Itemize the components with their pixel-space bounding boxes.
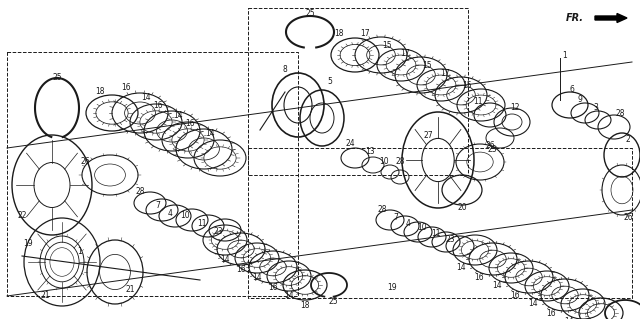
- Text: 14: 14: [173, 112, 183, 121]
- Text: 28: 28: [615, 108, 625, 117]
- Text: 3: 3: [593, 102, 598, 112]
- Text: FR.: FR.: [566, 13, 584, 23]
- Text: 27: 27: [423, 131, 433, 140]
- Text: 15: 15: [462, 80, 472, 90]
- Text: 24: 24: [345, 139, 355, 149]
- Text: 25: 25: [52, 72, 62, 81]
- Text: 13: 13: [365, 147, 375, 157]
- Text: 7: 7: [156, 201, 161, 210]
- Text: 14: 14: [205, 130, 215, 138]
- Text: 16: 16: [185, 118, 195, 128]
- Text: 19: 19: [23, 240, 33, 249]
- Text: 22: 22: [17, 211, 27, 220]
- Text: 17: 17: [440, 69, 450, 78]
- Text: 28: 28: [135, 188, 145, 197]
- Text: 26: 26: [623, 213, 633, 222]
- Text: 6: 6: [570, 85, 575, 94]
- Text: 18: 18: [95, 86, 105, 95]
- Text: 11: 11: [197, 219, 207, 228]
- Text: 4: 4: [168, 209, 172, 218]
- Text: 8: 8: [283, 65, 287, 75]
- Text: 19: 19: [387, 284, 397, 293]
- Text: 11: 11: [473, 98, 483, 107]
- Text: 12: 12: [510, 103, 520, 113]
- Text: 7: 7: [394, 212, 399, 221]
- Text: 9: 9: [577, 95, 582, 105]
- Text: 11: 11: [431, 229, 441, 239]
- Text: 10: 10: [180, 211, 190, 219]
- Text: 1: 1: [563, 50, 568, 60]
- Text: 26: 26: [80, 158, 90, 167]
- Text: 16: 16: [268, 283, 278, 292]
- Text: 4: 4: [406, 219, 410, 227]
- Text: 14: 14: [456, 263, 466, 272]
- Text: 16: 16: [121, 83, 131, 92]
- Text: 14: 14: [141, 93, 151, 102]
- Text: 23: 23: [445, 235, 455, 244]
- Text: 14: 14: [528, 300, 538, 308]
- Text: 14: 14: [252, 273, 262, 283]
- Text: 16: 16: [236, 264, 246, 273]
- Text: 10: 10: [417, 224, 427, 233]
- Text: 17: 17: [360, 28, 370, 38]
- Text: 17: 17: [400, 48, 410, 57]
- Text: 18: 18: [334, 28, 344, 38]
- Text: 15: 15: [422, 61, 432, 70]
- Text: 2: 2: [626, 136, 630, 145]
- Text: 23: 23: [487, 145, 497, 154]
- Text: 16: 16: [510, 291, 520, 300]
- Text: 18: 18: [300, 300, 310, 309]
- Text: 28: 28: [396, 158, 404, 167]
- Text: 25: 25: [328, 296, 338, 306]
- Text: 15: 15: [382, 41, 392, 49]
- Text: 16: 16: [153, 100, 163, 109]
- Text: 21: 21: [40, 292, 50, 300]
- Text: 26: 26: [485, 140, 495, 150]
- Text: 23: 23: [213, 227, 223, 236]
- Text: 20: 20: [457, 204, 467, 212]
- Text: 14: 14: [220, 256, 230, 264]
- Text: 16: 16: [546, 308, 556, 317]
- Text: 14: 14: [284, 292, 294, 300]
- Text: 10: 10: [379, 158, 389, 167]
- Text: 28: 28: [377, 205, 387, 214]
- Text: 5: 5: [328, 78, 332, 86]
- Text: 14: 14: [492, 281, 502, 291]
- Text: 16: 16: [474, 272, 484, 281]
- Text: 14: 14: [564, 317, 574, 319]
- FancyArrow shape: [595, 13, 627, 23]
- Text: 21: 21: [125, 286, 135, 294]
- Text: 1: 1: [77, 248, 83, 256]
- Text: 25: 25: [305, 10, 315, 19]
